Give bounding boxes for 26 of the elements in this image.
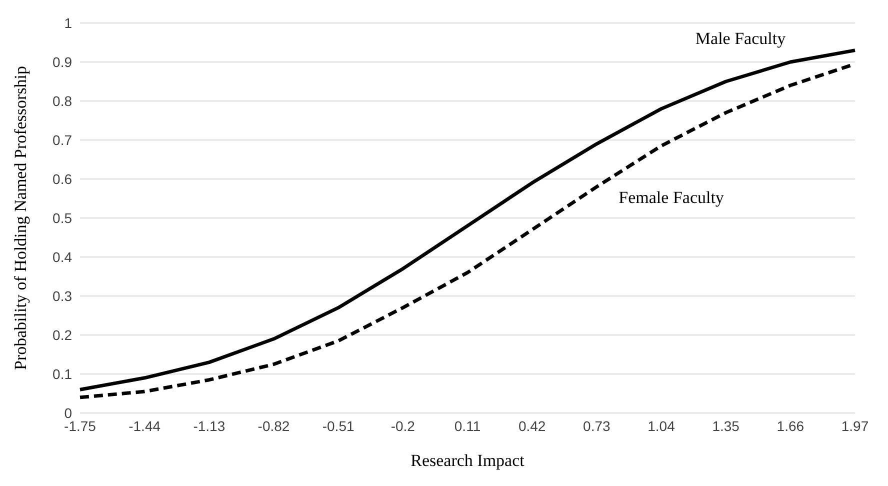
x-tick-label: 1.04 bbox=[648, 418, 676, 434]
x-tick-label: 0.42 bbox=[518, 418, 546, 434]
x-tick-label: -1.44 bbox=[128, 418, 161, 434]
x-tick-label: 1.97 bbox=[841, 418, 869, 434]
x-tick-label: 0.11 bbox=[454, 418, 481, 434]
x-tick-label: -0.82 bbox=[258, 418, 290, 434]
x-axis-title: Research Impact bbox=[410, 451, 525, 470]
y-tick-label: 0.3 bbox=[52, 288, 72, 304]
y-tick-label: 0.7 bbox=[52, 132, 72, 148]
y-tick-label: 0.4 bbox=[52, 248, 72, 265]
y-axis-title: Probability of Holding Named Professorship bbox=[11, 66, 30, 370]
x-tick-label: 1.35 bbox=[712, 418, 740, 434]
y-tick-label: 1 bbox=[64, 14, 72, 31]
y-tick-label: 0.9 bbox=[52, 54, 72, 70]
y-tick-label: 0.8 bbox=[52, 92, 72, 109]
x-tick-label: 0.73 bbox=[583, 418, 611, 434]
y-tick-label: 0.5 bbox=[52, 210, 72, 226]
y-tick-label: 0.1 bbox=[52, 366, 72, 382]
x-tick-label: -0.51 bbox=[322, 418, 354, 434]
x-tick-label: 1.66 bbox=[776, 418, 804, 434]
y-tick-label: 0.6 bbox=[52, 170, 72, 187]
series-label: Male Faculty bbox=[695, 29, 786, 48]
x-tick-label: -0.2 bbox=[390, 418, 416, 434]
series-label: Female Faculty bbox=[618, 188, 724, 207]
x-tick-label: -1.13 bbox=[193, 418, 226, 434]
y-tick-label: 0.2 bbox=[52, 326, 72, 343]
